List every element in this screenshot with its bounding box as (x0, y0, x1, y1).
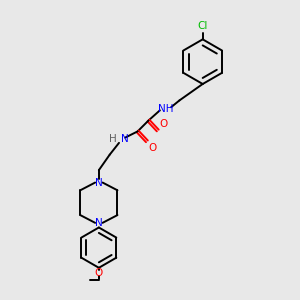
Text: H: H (109, 134, 117, 143)
Text: N: N (95, 178, 103, 188)
Text: O: O (148, 143, 157, 153)
Text: Cl: Cl (197, 21, 208, 31)
Text: N: N (121, 134, 129, 144)
Text: O: O (95, 268, 103, 278)
Text: N: N (95, 218, 103, 228)
Text: NH: NH (158, 104, 173, 114)
Text: O: O (159, 119, 167, 129)
